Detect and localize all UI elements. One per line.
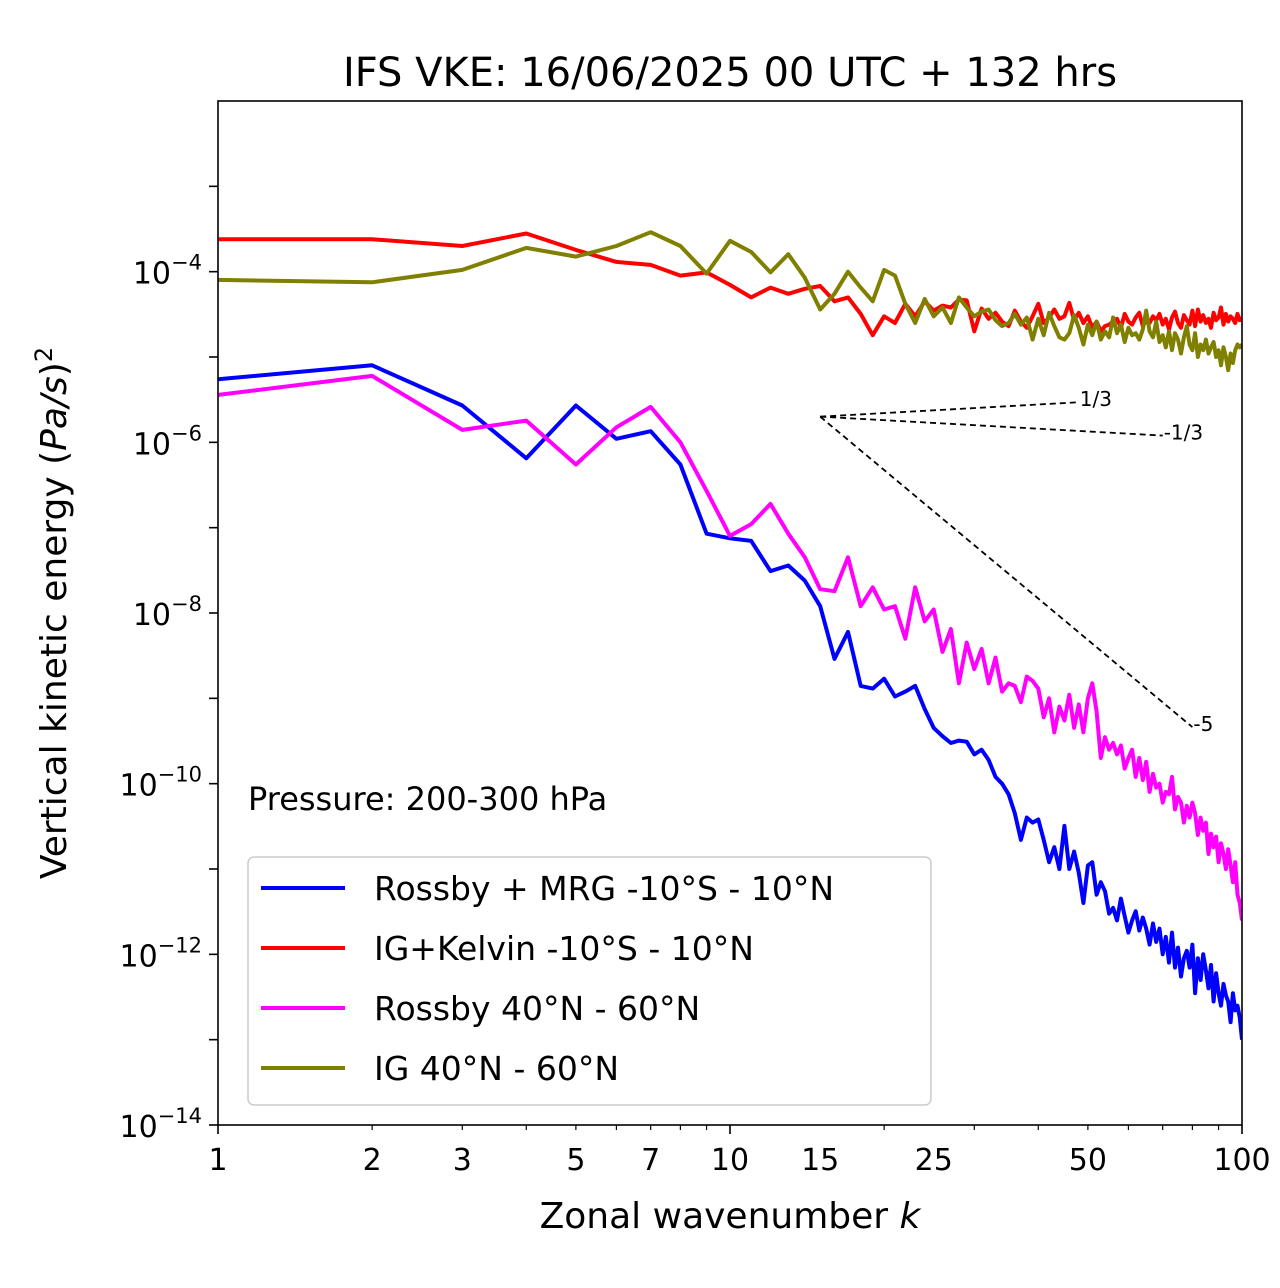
- y-tick-label: 10−12: [119, 933, 202, 974]
- slope-label-2: -1/3: [1164, 421, 1203, 445]
- y-tick-label: 10−14: [119, 1104, 202, 1145]
- x-tick-label: 50: [1069, 1143, 1107, 1178]
- x-tick-label: 7: [641, 1143, 660, 1178]
- pressure-annotation: Pressure: 200-300 hPa: [248, 780, 607, 818]
- x-tick-label: 15: [801, 1143, 839, 1178]
- y-axis: 10−14 10−12 10−10 10−8 10−6 10−4: [119, 185, 218, 1145]
- legend-label-2: IG+Kelvin -10°S - 10°N: [374, 929, 754, 968]
- legend-items: Rossby + MRG -10°S - 10°N IG+Kelvin -10°S…: [261, 869, 834, 1088]
- slope-line-3: [819, 415, 1193, 728]
- slope-line-2: [820, 415, 1163, 437]
- series-line-2: [218, 231, 1242, 338]
- x-tick-label: 3: [453, 1143, 472, 1178]
- y-tick-label: 10−8: [133, 592, 202, 633]
- legend-label-1: Rossby + MRG -10°S - 10°N: [374, 869, 834, 908]
- x-axis: 1 2 3 5 7 10 15 25 50 100: [208, 1125, 1271, 1178]
- legend-label-3: Rossby 40°N - 60°N: [374, 989, 700, 1028]
- x-tick-label: 10: [711, 1143, 749, 1178]
- x-tick-label: 5: [566, 1143, 585, 1178]
- y-tick-label: 10−4: [133, 251, 202, 292]
- series-line-3: [218, 373, 1242, 921]
- y-tick-label: 10−10: [119, 763, 202, 804]
- x-axis-label: Zonal wavenumber k: [540, 1196, 923, 1237]
- chart-title: IFS VKE: 16/06/2025 00 UTC + 132 hrs: [343, 50, 1117, 96]
- legend-box: [247, 856, 932, 1106]
- x-tick-label: 1: [208, 1143, 227, 1178]
- legend-label-4: IG 40°N - 60°N: [374, 1049, 619, 1088]
- slope-reference-lines: 1/3 -1/3 -5: [819, 387, 1213, 736]
- series-layer: [218, 230, 1242, 1040]
- slope-label-3: -5: [1193, 712, 1213, 736]
- legend: Rossby + MRG -10°S - 10°N IG+Kelvin -10°S…: [247, 856, 932, 1106]
- slope-label-1: 1/3: [1080, 387, 1112, 411]
- series-line-1: [218, 363, 1242, 1040]
- x-tick-label: 2: [363, 1143, 382, 1178]
- y-axis-label: Vertical kinetic energy (Pa/s)2: [30, 347, 75, 879]
- series-line-4: [218, 230, 1242, 373]
- slope-line-1: [820, 401, 1079, 418]
- x-tick-label: 25: [915, 1143, 953, 1178]
- x-tick-label: 100: [1213, 1143, 1270, 1178]
- y-tick-label: 10−6: [133, 421, 202, 462]
